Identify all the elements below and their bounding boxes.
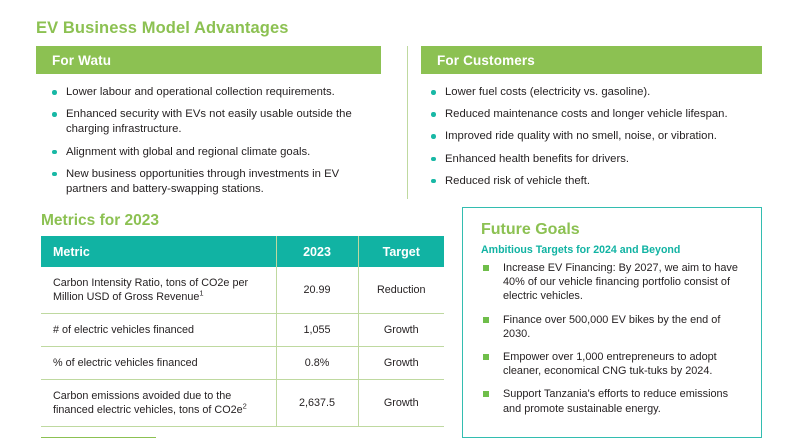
advantages-title: EV Business Model Advantages — [36, 19, 289, 37]
table-header-row: Metric 2023 Target — [41, 236, 444, 267]
list-item: Enhanced security with EVs not easily us… — [52, 107, 381, 137]
cell-metric: Carbon Intensity Ratio, tons of CO2e per… — [41, 267, 277, 314]
list-item-text: Lower fuel costs (electricity vs. gasoli… — [445, 86, 651, 98]
list-item-text: Enhanced security with EVs not easily us… — [66, 108, 352, 136]
bullet-square-icon — [483, 265, 489, 271]
future-goals-box: Future Goals Ambitious Targets for 2024 … — [462, 207, 762, 438]
list-item: Reduced risk of vehicle theft. — [431, 174, 762, 189]
list-item: Alignment with global and regional clima… — [52, 145, 381, 160]
advantages-column-watu: For Watu Lower labour and operational co… — [36, 46, 399, 204]
column-header-metric: Metric — [41, 236, 277, 267]
column-header-2023: 2023 — [276, 236, 359, 267]
bullet-square-icon — [483, 354, 489, 361]
list-item-text: New business opportunities through inves… — [66, 167, 340, 196]
customers-header-bar: For Customers — [421, 46, 762, 74]
table-row: Carbon Intensity Ratio, tons of CO2e per… — [41, 267, 444, 314]
list-item: Reduced maintenance costs and longer veh… — [431, 107, 762, 122]
bullet-dot-icon — [52, 149, 57, 155]
footnote-marker: 2 — [242, 401, 247, 411]
list-item-text: Lower labour and operational collection … — [66, 86, 335, 98]
list-item: Empower over 1,000 entrepreneurs to adop… — [483, 350, 745, 378]
list-item: Improved ride quality with no smell, noi… — [431, 129, 762, 144]
bullet-dot-icon — [52, 112, 57, 117]
table-row: % of electric vehicles financed 0.8% Gro… — [41, 346, 444, 380]
advantages-section: EV Business Model Advantages For Watu Lo… — [36, 18, 762, 204]
list-item-text: Improved ride quality with no smell, noi… — [445, 130, 717, 143]
cell-metric: # of electric vehicles financed — [41, 313, 277, 347]
future-goals-subtitle: Ambitious Targets for 2024 and Beyond — [481, 244, 681, 256]
cell-target: Growth — [358, 379, 444, 427]
cell-metric-text: Carbon Intensity Ratio, tons of CO2e per… — [53, 277, 249, 303]
list-item-text: Finance over 500,000 EV bikes by the end… — [503, 313, 721, 340]
list-item: Support Tanzania's efforts to reduce emi… — [483, 387, 745, 415]
table-row: Carbon emissions avoided due to the fina… — [41, 379, 444, 427]
cell-metric: % of electric vehicles financed — [41, 346, 277, 380]
list-item: Lower labour and operational collection … — [52, 85, 381, 100]
customers-header-label: For Customers — [437, 52, 535, 68]
cell-metric: Carbon emissions avoided due to the fina… — [41, 379, 277, 427]
cell-metric-text: # of electric vehicles financed — [53, 324, 195, 336]
list-item-text: Enhanced health benefits for drivers. — [445, 152, 629, 165]
advantages-columns: For Watu Lower labour and operational co… — [36, 46, 762, 204]
list-item-text: Increase EV Financing: By 2027, we aim t… — [503, 262, 738, 303]
bullet-dot-icon — [52, 171, 57, 177]
bullet-dot-icon — [52, 90, 57, 95]
bullet-square-icon — [483, 391, 489, 398]
table-row: # of electric vehicles financed 1,055 Gr… — [41, 313, 444, 347]
list-item: New business opportunities through inves… — [52, 167, 381, 197]
customers-bullet-list: Lower fuel costs (electricity vs. gasoli… — [421, 85, 762, 189]
bullet-dot-icon — [431, 90, 436, 95]
list-item: Increase EV Financing: By 2027, we aim t… — [483, 261, 745, 304]
footnote-separator — [41, 437, 156, 438]
list-item: Lower fuel costs (electricity vs. gasoli… — [431, 85, 762, 100]
cell-value: 2,637.5 — [276, 379, 359, 427]
list-item: Enhanced health benefits for drivers. — [431, 152, 762, 167]
cell-metric-text: Carbon emissions avoided due to the fina… — [53, 390, 243, 416]
metrics-table: Metric 2023 Target Carbon Intensity Rati… — [41, 236, 444, 427]
future-goals-list: Increase EV Financing: By 2027, we aim t… — [481, 261, 745, 416]
future-goals-title: Future Goals — [481, 221, 580, 238]
list-item-text: Support Tanzania's efforts to reduce emi… — [503, 388, 729, 415]
list-item-text: Reduced maintenance costs and longer veh… — [445, 108, 728, 121]
column-header-target: Target — [358, 236, 444, 267]
cell-target: Growth — [358, 346, 444, 380]
list-item: Finance over 500,000 EV bikes by the end… — [483, 313, 745, 341]
list-item-text: Reduced risk of vehicle theft. — [445, 174, 591, 187]
bullet-dot-icon — [431, 178, 436, 184]
cell-target: Reduction — [358, 267, 444, 314]
bullet-dot-icon — [431, 156, 436, 162]
cell-metric-text: % of electric vehicles financed — [53, 357, 198, 369]
advantages-column-customers: For Customers Lower fuel costs (electric… — [399, 46, 762, 204]
watu-bullet-list: Lower labour and operational collection … — [36, 85, 381, 197]
metrics-title: Metrics for 2023 — [41, 212, 160, 229]
bullet-dot-icon — [431, 112, 436, 117]
watu-header-label: For Watu — [52, 52, 112, 68]
list-item-text: Alignment with global and regional clima… — [66, 145, 311, 158]
metrics-section: Metrics for 2023 Metric 2023 Target Carb… — [36, 211, 444, 438]
cell-value: 20.99 — [276, 267, 359, 314]
cell-value: 0.8% — [276, 346, 359, 380]
footnote-marker: 1 — [199, 288, 204, 298]
list-item-text: Empower over 1,000 entrepreneurs to adop… — [503, 351, 717, 378]
cell-target: Growth — [358, 313, 444, 347]
column-divider — [407, 46, 408, 199]
cell-value: 1,055 — [276, 313, 359, 347]
bullet-dot-icon — [431, 134, 436, 139]
watu-header-bar: For Watu — [36, 46, 381, 74]
bullet-square-icon — [483, 316, 489, 323]
